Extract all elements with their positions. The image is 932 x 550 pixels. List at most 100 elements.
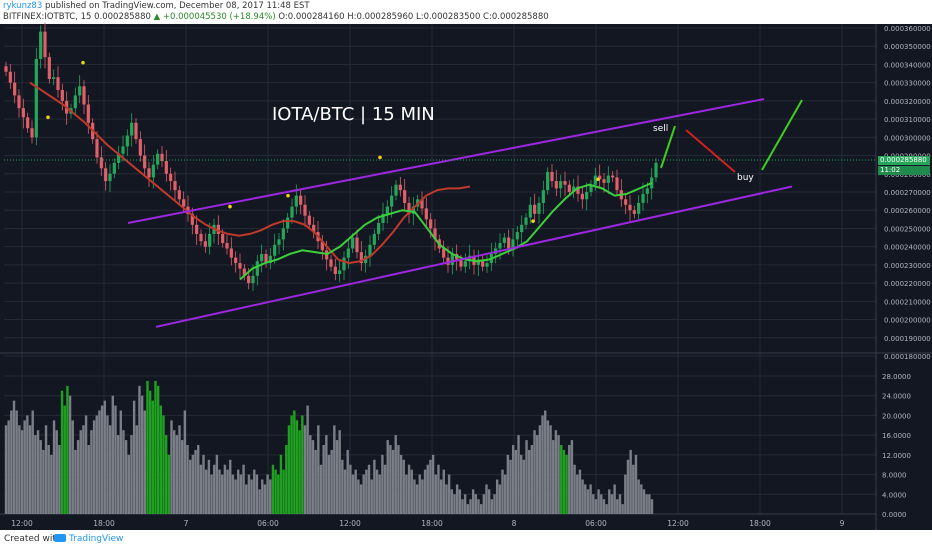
volume-bar xyxy=(15,410,18,514)
volume-bar xyxy=(335,440,339,514)
candle-body xyxy=(554,181,558,189)
candle-body xyxy=(329,259,333,267)
candle-body xyxy=(108,173,112,182)
author-link[interactable]: rykunz83 xyxy=(3,1,43,11)
candle-body xyxy=(476,259,480,265)
volume-bar xyxy=(538,425,542,514)
tradingview-logo[interactable]: TradingView xyxy=(54,534,123,544)
signal-dot xyxy=(378,155,382,160)
candle-body xyxy=(125,135,129,147)
volume-bar xyxy=(407,464,411,514)
candle-body xyxy=(260,253,264,262)
candle-body xyxy=(446,257,450,265)
volume-bar xyxy=(234,479,237,514)
volume-bar xyxy=(47,445,50,514)
volume-bar xyxy=(301,415,304,514)
volume-bar xyxy=(229,459,232,514)
symbol-label: BITFINEX:IOTBTC, 15 xyxy=(3,12,92,22)
volume-bar xyxy=(18,425,21,514)
candle-body xyxy=(251,275,255,284)
volume-bar xyxy=(365,469,368,514)
volume-bar xyxy=(122,430,125,514)
volume-bar xyxy=(202,454,205,514)
volume-bar xyxy=(469,499,472,514)
volume-bar xyxy=(226,469,229,514)
candle-body xyxy=(173,181,177,191)
time-axis-label: 18:00 xyxy=(749,519,771,528)
price-axis-label: 0.000300000 xyxy=(884,134,931,142)
volume-bar xyxy=(477,499,480,514)
candle-body xyxy=(333,266,337,274)
volume-bar xyxy=(269,479,272,514)
volume-bar xyxy=(154,380,157,514)
candle-body xyxy=(593,175,597,185)
volume-bar xyxy=(130,435,133,514)
volume-bar xyxy=(474,494,478,514)
volume-bar xyxy=(151,400,155,514)
volume-bar xyxy=(530,445,534,514)
volume-bar xyxy=(194,449,197,514)
volume-bar xyxy=(445,484,448,514)
volume-bar xyxy=(330,449,333,514)
volume-bar xyxy=(34,435,37,514)
price-axis-label: 0.000260000 xyxy=(884,207,931,215)
volume-bar xyxy=(124,440,128,514)
candle-body xyxy=(264,253,268,264)
candle-body xyxy=(13,82,17,96)
buy-label: buy xyxy=(737,173,754,183)
volume-bar xyxy=(413,479,416,514)
volume-bar xyxy=(266,474,269,514)
volume-bar xyxy=(397,445,400,514)
candle-body xyxy=(351,237,355,249)
candle-body xyxy=(86,104,90,123)
candle-body xyxy=(242,268,246,276)
candle-body xyxy=(130,122,134,136)
volume-bar xyxy=(381,454,384,514)
volume-bar xyxy=(584,484,587,514)
volume-bar xyxy=(68,395,72,514)
tradingview-brand: TradingView xyxy=(69,534,124,544)
volume-bar xyxy=(172,430,176,514)
volume-bar xyxy=(258,489,261,514)
volume-bar xyxy=(52,420,56,514)
volume-bar xyxy=(642,489,646,514)
volume-bar xyxy=(127,454,130,514)
volume-bar xyxy=(354,469,357,514)
volume-bar xyxy=(466,504,470,514)
volume-bar xyxy=(114,405,117,514)
volume-bar xyxy=(501,469,504,514)
volume-bar xyxy=(415,484,419,514)
candle-body xyxy=(216,224,220,234)
volume-bar xyxy=(279,454,283,514)
candle-body xyxy=(533,204,537,214)
volume-bar xyxy=(119,410,122,514)
last-price-label: 0.000285880 xyxy=(94,12,151,22)
volume-bar xyxy=(608,489,611,514)
candle-body xyxy=(182,199,186,207)
candle-body xyxy=(580,193,584,200)
volume-bar xyxy=(437,464,440,514)
volume-bar xyxy=(84,415,88,514)
candle-body xyxy=(151,164,155,178)
candle-body xyxy=(611,175,615,178)
volume-bar xyxy=(58,445,61,514)
volume-axis-label: 20.0000 xyxy=(882,412,911,420)
volume-bar xyxy=(282,469,285,514)
volume-bar xyxy=(541,415,544,514)
signal-dot xyxy=(81,60,85,65)
candle-body xyxy=(385,206,389,214)
volume-bar xyxy=(426,464,429,514)
ma-green-line xyxy=(239,181,653,281)
volume-bar xyxy=(506,454,510,514)
volume-bar xyxy=(597,489,600,514)
volume-bar xyxy=(389,445,392,514)
projection-down-line xyxy=(685,129,736,173)
volume-bar xyxy=(92,420,96,514)
volume-bar xyxy=(111,395,114,514)
volume-bar xyxy=(247,474,251,514)
price-axis-label: 0.000250000 xyxy=(884,225,931,233)
candle-body xyxy=(615,177,619,191)
volume-bar xyxy=(7,420,10,514)
candle-body xyxy=(147,168,151,178)
